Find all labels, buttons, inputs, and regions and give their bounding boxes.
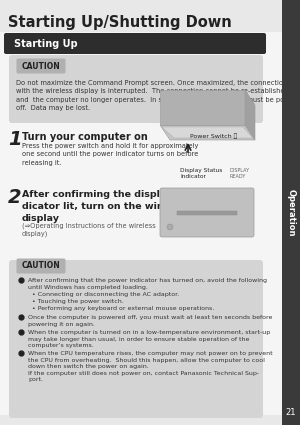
FancyBboxPatch shape — [16, 258, 65, 274]
FancyBboxPatch shape — [16, 59, 65, 74]
FancyBboxPatch shape — [9, 260, 263, 418]
Text: • Connecting or disconnecting the AC adaptor.: • Connecting or disconnecting the AC ada… — [32, 292, 179, 297]
Polygon shape — [160, 125, 255, 140]
Text: 21: 21 — [286, 408, 296, 417]
Text: When the computer is turned on in a low-temperature environment, start-up
may ta: When the computer is turned on in a low-… — [28, 330, 270, 348]
Text: 1: 1 — [8, 130, 22, 149]
Text: Starting Up: Starting Up — [14, 39, 78, 48]
Text: Do not maximize the Command Prompt screen. Once maximized, the connection
with t: Do not maximize the Command Prompt scree… — [16, 80, 300, 111]
Text: After confirming that the power indicator has turned on, avoid the following
unt: After confirming that the power indicato… — [28, 278, 267, 289]
FancyBboxPatch shape — [0, 32, 282, 415]
Text: Power Switch ⏻: Power Switch ⏻ — [190, 133, 237, 139]
Circle shape — [167, 224, 173, 230]
Polygon shape — [245, 90, 255, 140]
FancyBboxPatch shape — [160, 188, 254, 237]
Text: Display Status
Indicator: Display Status Indicator — [180, 168, 222, 179]
FancyBboxPatch shape — [9, 55, 263, 123]
Text: Operation: Operation — [286, 189, 296, 237]
Text: Once the computer is powered off, you must wait at least ten seconds before
powe: Once the computer is powered off, you mu… — [28, 315, 272, 326]
Polygon shape — [162, 127, 253, 138]
Text: (⇒Operating Instructions of the wireless
display): (⇒Operating Instructions of the wireless… — [22, 222, 156, 237]
Text: Turn your computer on: Turn your computer on — [22, 132, 148, 142]
FancyBboxPatch shape — [4, 33, 266, 54]
Text: • Touching the power switch.: • Touching the power switch. — [32, 299, 124, 304]
Text: Press the power switch and hold it for approximately
one second until the power : Press the power switch and hold it for a… — [22, 143, 198, 165]
Text: 2: 2 — [8, 188, 22, 207]
Text: When the CPU temperature rises, the computer may not power on to prevent
the CPU: When the CPU temperature rises, the comp… — [28, 351, 273, 382]
Text: CAUTION: CAUTION — [22, 62, 60, 71]
FancyBboxPatch shape — [177, 211, 237, 215]
FancyBboxPatch shape — [0, 0, 300, 32]
Text: • Performing any keyboard or external mouse operations.: • Performing any keyboard or external mo… — [32, 306, 214, 311]
Text: After confirming the display status in-
dicator lit, turn on the wireless
displa: After confirming the display status in- … — [22, 190, 226, 223]
FancyBboxPatch shape — [282, 0, 300, 425]
Text: Starting Up/Shutting Down: Starting Up/Shutting Down — [8, 14, 232, 29]
Polygon shape — [160, 90, 245, 125]
Text: DISPLAY
READY: DISPLAY READY — [230, 168, 250, 179]
Text: CAUTION: CAUTION — [22, 261, 60, 270]
